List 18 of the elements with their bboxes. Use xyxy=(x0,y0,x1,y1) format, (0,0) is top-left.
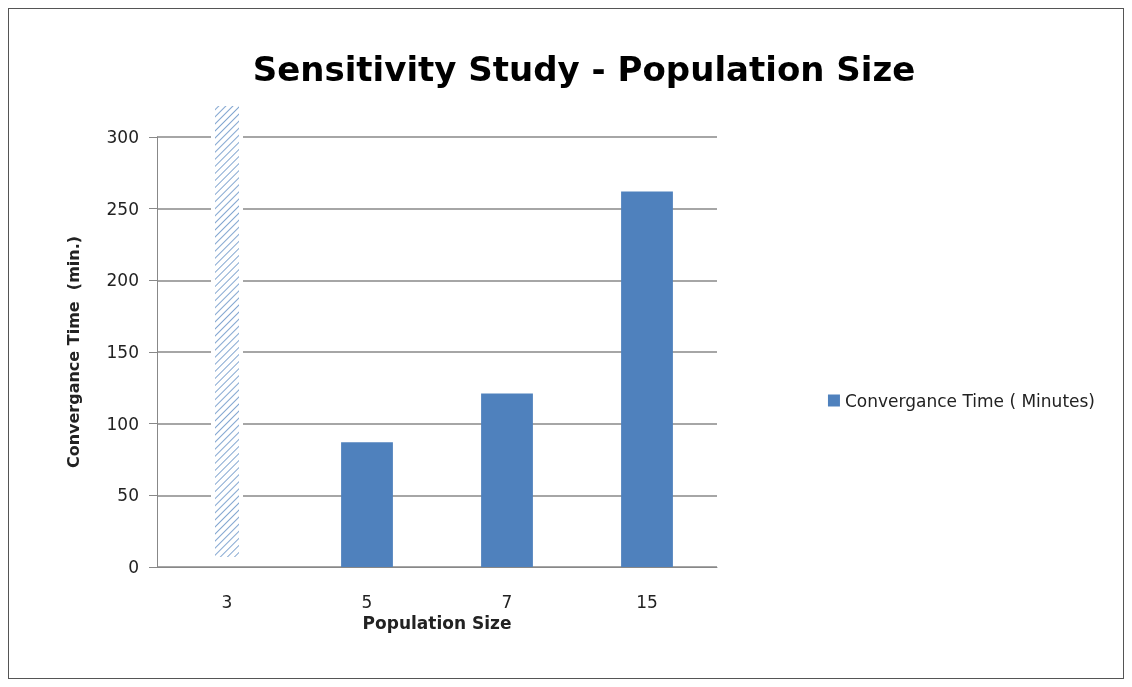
y-axis-title: Convergance Time (min.) xyxy=(63,235,83,469)
y-tick-label: 250 xyxy=(106,198,139,219)
y-tick-label: 300 xyxy=(106,127,139,147)
y-tick-label: 50 xyxy=(117,485,139,506)
x-tick-label: 3 xyxy=(221,591,233,612)
bar xyxy=(621,191,673,567)
y-tick-label: 200 xyxy=(106,270,139,291)
x-tick-label: 7 xyxy=(501,591,513,612)
x-tick-label: 5 xyxy=(361,591,373,612)
bar xyxy=(341,442,393,567)
legend-label: Convergance Time ( Minutes) xyxy=(844,390,1095,411)
y-tick-label: 100 xyxy=(106,413,139,434)
x-axis-title: Population Size xyxy=(362,613,512,634)
y-tick-label: 150 xyxy=(106,342,139,362)
chart-title: Sensitivity Study - Population Size xyxy=(252,49,916,89)
y-tick-label: 0 xyxy=(128,557,139,577)
x-tick-label: 15 xyxy=(636,591,658,612)
bar xyxy=(481,393,533,567)
